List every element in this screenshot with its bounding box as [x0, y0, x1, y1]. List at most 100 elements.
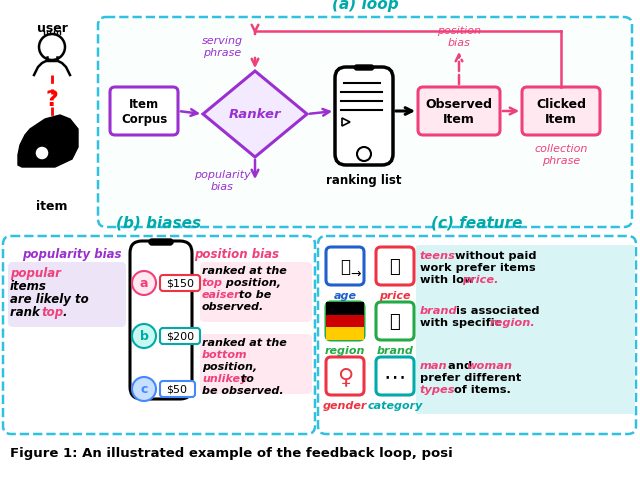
- Text: unlikey: unlikey: [202, 373, 247, 383]
- Text: bottom: bottom: [202, 349, 248, 359]
- Text: (a) loop: (a) loop: [332, 0, 398, 12]
- Text: Clicked
Item: Clicked Item: [536, 98, 586, 126]
- FancyBboxPatch shape: [149, 240, 173, 245]
- Text: brand: brand: [420, 305, 458, 315]
- Text: category: category: [367, 400, 422, 410]
- Text: to: to: [237, 373, 254, 383]
- Text: prefer different: prefer different: [420, 372, 521, 382]
- Text: is associated: is associated: [452, 305, 540, 315]
- Text: be observed.: be observed.: [202, 385, 284, 395]
- FancyBboxPatch shape: [160, 328, 200, 344]
- Text: with specific: with specific: [420, 317, 506, 327]
- Text: ranked at the: ranked at the: [202, 265, 291, 276]
- Text: position,: position,: [202, 361, 261, 371]
- FancyBboxPatch shape: [160, 276, 200, 291]
- Text: price.: price.: [462, 275, 499, 285]
- FancyBboxPatch shape: [335, 68, 393, 166]
- FancyBboxPatch shape: [98, 18, 632, 228]
- Circle shape: [132, 271, 156, 295]
- Text: and: and: [444, 360, 476, 370]
- Text: ranking list: ranking list: [326, 174, 402, 187]
- Text: serving
phrase: serving phrase: [202, 36, 243, 58]
- Text: without paid: without paid: [451, 251, 536, 261]
- Circle shape: [357, 148, 371, 162]
- FancyBboxPatch shape: [318, 237, 636, 434]
- Text: position
bias: position bias: [437, 25, 481, 48]
- Text: ⋯: ⋯: [384, 366, 406, 386]
- Circle shape: [35, 147, 49, 161]
- Text: items: items: [10, 279, 47, 292]
- FancyBboxPatch shape: [326, 302, 364, 340]
- FancyBboxPatch shape: [376, 357, 414, 395]
- Text: types: types: [420, 384, 456, 394]
- Text: top: top: [202, 277, 223, 288]
- Text: .: .: [62, 305, 67, 318]
- Text: ?: ?: [45, 90, 58, 110]
- Text: region: region: [325, 345, 365, 355]
- Text: ♀: ♀: [337, 366, 353, 386]
- FancyBboxPatch shape: [110, 88, 178, 136]
- Text: rank: rank: [10, 305, 44, 318]
- Text: man: man: [420, 360, 447, 370]
- Text: (b) biases: (b) biases: [116, 216, 202, 230]
- Text: observed.: observed.: [202, 301, 264, 312]
- FancyBboxPatch shape: [376, 248, 414, 286]
- FancyBboxPatch shape: [418, 88, 500, 136]
- Text: →: →: [351, 267, 361, 280]
- Text: position,: position,: [222, 277, 281, 288]
- FancyBboxPatch shape: [200, 263, 312, 323]
- Text: popular: popular: [10, 266, 61, 279]
- Text: item: item: [36, 200, 68, 213]
- Text: 🏷: 🏷: [390, 312, 401, 330]
- Circle shape: [132, 377, 156, 401]
- Text: $50: $50: [166, 384, 188, 394]
- Text: Figure 1: An illustrated example of the feedback loop, posi: Figure 1: An illustrated example of the …: [10, 446, 452, 459]
- Bar: [326, 327, 364, 340]
- FancyBboxPatch shape: [160, 381, 195, 397]
- Text: brand: brand: [376, 345, 413, 355]
- FancyBboxPatch shape: [354, 66, 374, 71]
- Text: (c) feature: (c) feature: [431, 216, 523, 230]
- Text: top: top: [42, 305, 64, 318]
- FancyBboxPatch shape: [326, 248, 364, 286]
- FancyBboxPatch shape: [130, 241, 192, 399]
- Text: region.: region.: [490, 317, 536, 327]
- Polygon shape: [18, 116, 78, 168]
- FancyBboxPatch shape: [8, 263, 126, 327]
- Text: woman: woman: [466, 360, 512, 370]
- Text: popularity bias: popularity bias: [22, 248, 122, 261]
- Text: b: b: [140, 330, 148, 343]
- FancyBboxPatch shape: [522, 88, 600, 136]
- Text: popularity
bias: popularity bias: [194, 169, 250, 192]
- Text: price: price: [380, 290, 411, 300]
- Text: ranked at the: ranked at the: [202, 337, 291, 347]
- Polygon shape: [203, 72, 307, 157]
- Text: $200: $200: [166, 331, 194, 341]
- Circle shape: [39, 35, 65, 61]
- Text: 👤: 👤: [340, 257, 350, 276]
- Bar: [326, 315, 364, 327]
- Bar: [326, 302, 364, 315]
- Text: Ranker: Ranker: [228, 108, 281, 121]
- Text: gender: gender: [323, 400, 367, 410]
- Text: position bias: position bias: [195, 248, 280, 261]
- FancyBboxPatch shape: [3, 237, 315, 434]
- Text: with low: with low: [420, 275, 478, 285]
- Text: $150: $150: [166, 278, 194, 288]
- Text: to be: to be: [235, 289, 271, 300]
- Text: are likely to: are likely to: [10, 292, 89, 305]
- Polygon shape: [342, 119, 350, 127]
- Text: Observed
Item: Observed Item: [426, 98, 493, 126]
- Text: age: age: [333, 290, 356, 300]
- Text: Item
Corpus: Item Corpus: [121, 98, 167, 126]
- Text: eaiser: eaiser: [202, 289, 241, 300]
- Text: a: a: [140, 277, 148, 290]
- FancyBboxPatch shape: [416, 245, 635, 304]
- FancyBboxPatch shape: [326, 357, 364, 395]
- Text: of items.: of items.: [450, 384, 511, 394]
- Text: user: user: [36, 22, 67, 35]
- Text: work prefer items: work prefer items: [420, 263, 536, 273]
- Circle shape: [132, 324, 156, 348]
- FancyBboxPatch shape: [376, 302, 414, 340]
- FancyBboxPatch shape: [416, 355, 635, 414]
